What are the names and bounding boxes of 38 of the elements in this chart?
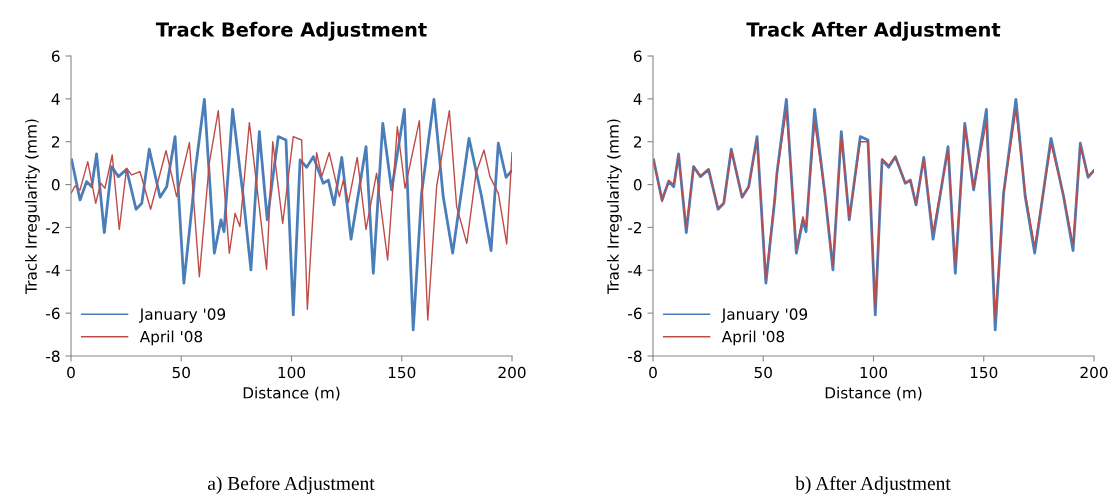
legend-label: January '09 [720,308,808,323]
x-tick-label: 100 [860,366,888,379]
x-tick-label: 100 [278,366,306,379]
y-tick-label: 0 [51,179,60,191]
x-tick-label: 0 [67,366,75,379]
y-tick-label: -4 [46,264,60,277]
text: b) After Adjustment [795,476,951,494]
y-tick-label: 2 [633,136,642,148]
x-tick-label: 0 [649,366,657,379]
legend-label: April '08 [721,330,785,346]
x-tick-label: 150 [970,366,998,379]
y-tick-label: -2 [46,221,60,234]
text: a) Before Adjustment [207,476,375,494]
y-tick-label: 6 [633,50,642,63]
y-axis-title: Track Irregularity (mm) [607,119,622,294]
x-tick-label: 50 [172,366,190,379]
x-tick-label: 200 [498,366,526,379]
x-tick-label: 150 [388,366,416,379]
y-tick-label: -4 [628,264,642,277]
y-tick-label: -2 [628,221,642,234]
y-tick-label: -6 [46,307,60,320]
y-tick-label: 0 [633,179,642,191]
y-tick-label: 6 [51,50,60,63]
y-tick-label: 2 [51,136,60,148]
y-axis-title: Track Irregularity (mm) [25,119,40,294]
y-tick-label: 4 [51,93,60,105]
y-tick-label: -6 [628,307,642,320]
y-tick-label: 4 [633,93,642,105]
x-axis-title: Distance (m) [825,386,922,401]
chart-title: Track After Adjustment [746,21,1001,41]
y-tick-label: -8 [628,350,642,363]
x-tick-label: 200 [1080,366,1108,379]
chart-title: Track Before Adjustment [155,21,427,41]
y-tick-label: -8 [46,350,60,363]
legend-label: April '08 [139,330,203,346]
x-axis-title: Distance (m) [243,386,340,401]
x-tick-label: 50 [754,366,772,379]
legend-label: January '09 [138,308,226,323]
